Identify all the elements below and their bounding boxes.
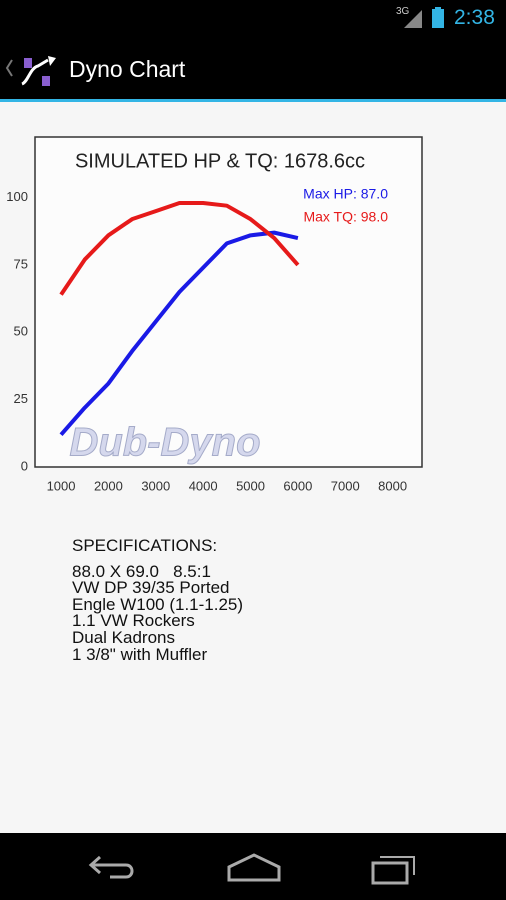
chart: SIMULATED HP & TQ: 1678.6cc Dub-Dyno 0 25… <box>6 136 423 493</box>
screen-title: Dyno Chart <box>69 56 186 82</box>
series-line <box>59 201 300 296</box>
spec-line: 88.0 X 69.0 8.5:1 <box>72 561 211 581</box>
spec-line: Dual Kadrons <box>72 627 176 647</box>
x-tick-label: 1000 <box>47 478 76 493</box>
x-tick-label: 4000 <box>189 478 218 493</box>
y-tick-label: 25 <box>14 391 28 406</box>
status-bar: 3G 2:38 <box>0 0 506 36</box>
y-tick-label: 75 <box>14 256 28 271</box>
specs-heading: SPECIFICATIONS: <box>72 536 218 555</box>
x-tick-label: 8000 <box>378 478 407 493</box>
x-tick-label: 6000 <box>283 478 312 493</box>
network-type: 3G <box>396 6 410 17</box>
action-bar[interactable]: Dyno Chart <box>0 36 506 102</box>
y-tick-label: 100 <box>6 189 28 204</box>
x-tick-label: 3000 <box>141 478 170 493</box>
legend-label: Max HP: 87.0 <box>303 186 388 202</box>
y-tick-label: 0 <box>21 458 28 473</box>
back-button[interactable] <box>88 853 138 881</box>
x-tick-label: 2000 <box>94 478 123 493</box>
x-tick-label: 5000 <box>236 478 265 493</box>
app-icon[interactable] <box>4 56 64 90</box>
spec-line: Engle W100 (1.1-1.25) <box>72 594 244 614</box>
legend-label: Max TQ: 98.0 <box>303 209 388 225</box>
signal-icon <box>404 10 422 28</box>
navigation-bar <box>0 833 506 900</box>
recents-button[interactable] <box>370 851 420 885</box>
series-line <box>59 230 299 436</box>
clock: 2:38 <box>454 6 495 29</box>
spec-line: VW DP 39/35 Ported <box>72 578 230 598</box>
watermark: Dub-Dyno <box>69 421 260 465</box>
specifications: SPECIFICATIONS: 88.0 X 69.0 8.5:1 VW DP 3… <box>72 536 244 664</box>
y-tick-label: 50 <box>14 324 28 339</box>
battery-icon <box>432 7 444 28</box>
x-tick-label: 7000 <box>331 478 360 493</box>
spec-line: 1.1 VW Rockers <box>72 611 195 631</box>
plot-box <box>34 136 423 468</box>
home-button[interactable] <box>226 853 282 883</box>
spec-line: 1 3/8" with Muffler <box>72 644 208 664</box>
chart-title: SIMULATED HP & TQ: 1678.6cc <box>75 150 365 172</box>
